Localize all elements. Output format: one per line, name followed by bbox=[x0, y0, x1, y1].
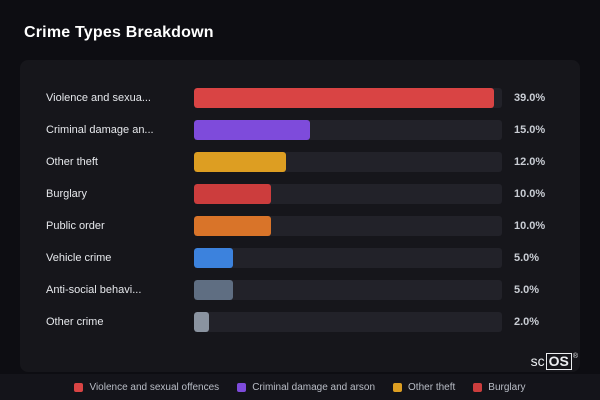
bar[interactable] bbox=[194, 152, 287, 172]
bar-row: Criminal damage an... 15.0% bbox=[46, 114, 554, 146]
bar[interactable] bbox=[194, 88, 495, 108]
bar-track bbox=[194, 216, 502, 236]
legend-swatch bbox=[473, 382, 483, 392]
value-label: 5.0% bbox=[514, 252, 540, 264]
category-label: Other theft bbox=[46, 156, 98, 168]
bar[interactable] bbox=[194, 312, 210, 332]
legend-label: Criminal damage and arson bbox=[252, 381, 376, 393]
category-label: Violence and sexua... bbox=[46, 92, 151, 104]
logo-text-prefix: sc bbox=[530, 353, 545, 370]
bar-row: Vehicle crime 5.0% bbox=[46, 242, 554, 274]
bar-track bbox=[194, 184, 502, 204]
bar-row: Anti-social behavi... 5.0% bbox=[46, 274, 554, 306]
chart-legend: Violence and sexual offences Criminal dam… bbox=[0, 374, 600, 400]
value-label: 39.0% bbox=[514, 92, 546, 104]
bar-track bbox=[194, 312, 502, 332]
bar-track bbox=[194, 120, 502, 140]
bar[interactable] bbox=[194, 216, 271, 236]
legend-swatch bbox=[393, 382, 403, 392]
value-label: 10.0% bbox=[514, 188, 546, 200]
bar-track bbox=[194, 280, 502, 300]
bar-row: Other theft 12.0% bbox=[46, 146, 554, 178]
page-title: Crime Types Breakdown bbox=[24, 24, 214, 41]
bar-row: Violence and sexua... 39.0% bbox=[46, 82, 554, 114]
legend-label: Other theft bbox=[408, 381, 456, 393]
value-label: 5.0% bbox=[514, 284, 540, 296]
bar-row: Other crime 2.0% bbox=[46, 306, 554, 338]
chart-panel: Violence and sexua... 39.0% Criminal damag… bbox=[20, 60, 580, 372]
category-label: Vehicle crime bbox=[46, 252, 112, 264]
logo-text-boxed: OS bbox=[545, 352, 572, 370]
value-label: 2.0% bbox=[514, 316, 540, 328]
legend-item[interactable]: Burglary bbox=[473, 381, 526, 393]
value-label: 15.0% bbox=[514, 124, 546, 136]
scos-logo: sc OS ® bbox=[530, 352, 578, 370]
legend-item[interactable]: Other theft bbox=[393, 382, 455, 393]
bar[interactable] bbox=[194, 280, 233, 300]
category-label: Public order bbox=[46, 220, 105, 232]
bar[interactable] bbox=[194, 120, 310, 140]
bar-track bbox=[194, 248, 502, 268]
bar-track bbox=[194, 152, 502, 172]
legend-item[interactable]: Criminal damage and arson bbox=[237, 382, 375, 393]
bar-chart: Violence and sexua... 39.0% Criminal damag… bbox=[20, 60, 580, 338]
bar-row: Public order 10.0% bbox=[46, 210, 554, 242]
bar[interactable] bbox=[194, 248, 233, 268]
registered-mark-icon: ® bbox=[572, 352, 578, 360]
legend-label: Violence and sexual offences bbox=[89, 381, 220, 393]
category-label: Burglary bbox=[46, 188, 87, 200]
category-label: Anti-social behavi... bbox=[46, 284, 142, 296]
value-label: 12.0% bbox=[514, 156, 546, 168]
legend-swatch bbox=[237, 382, 247, 392]
legend-swatch bbox=[74, 382, 84, 392]
legend-item[interactable]: Violence and sexual offences bbox=[74, 382, 219, 393]
legend-label: Burglary bbox=[488, 381, 526, 393]
bar-track bbox=[194, 88, 502, 108]
category-label: Other crime bbox=[46, 316, 104, 328]
value-label: 10.0% bbox=[514, 220, 546, 232]
category-label: Criminal damage an... bbox=[46, 124, 154, 136]
bar-row: Burglary 10.0% bbox=[46, 178, 554, 210]
bar[interactable] bbox=[194, 184, 271, 204]
